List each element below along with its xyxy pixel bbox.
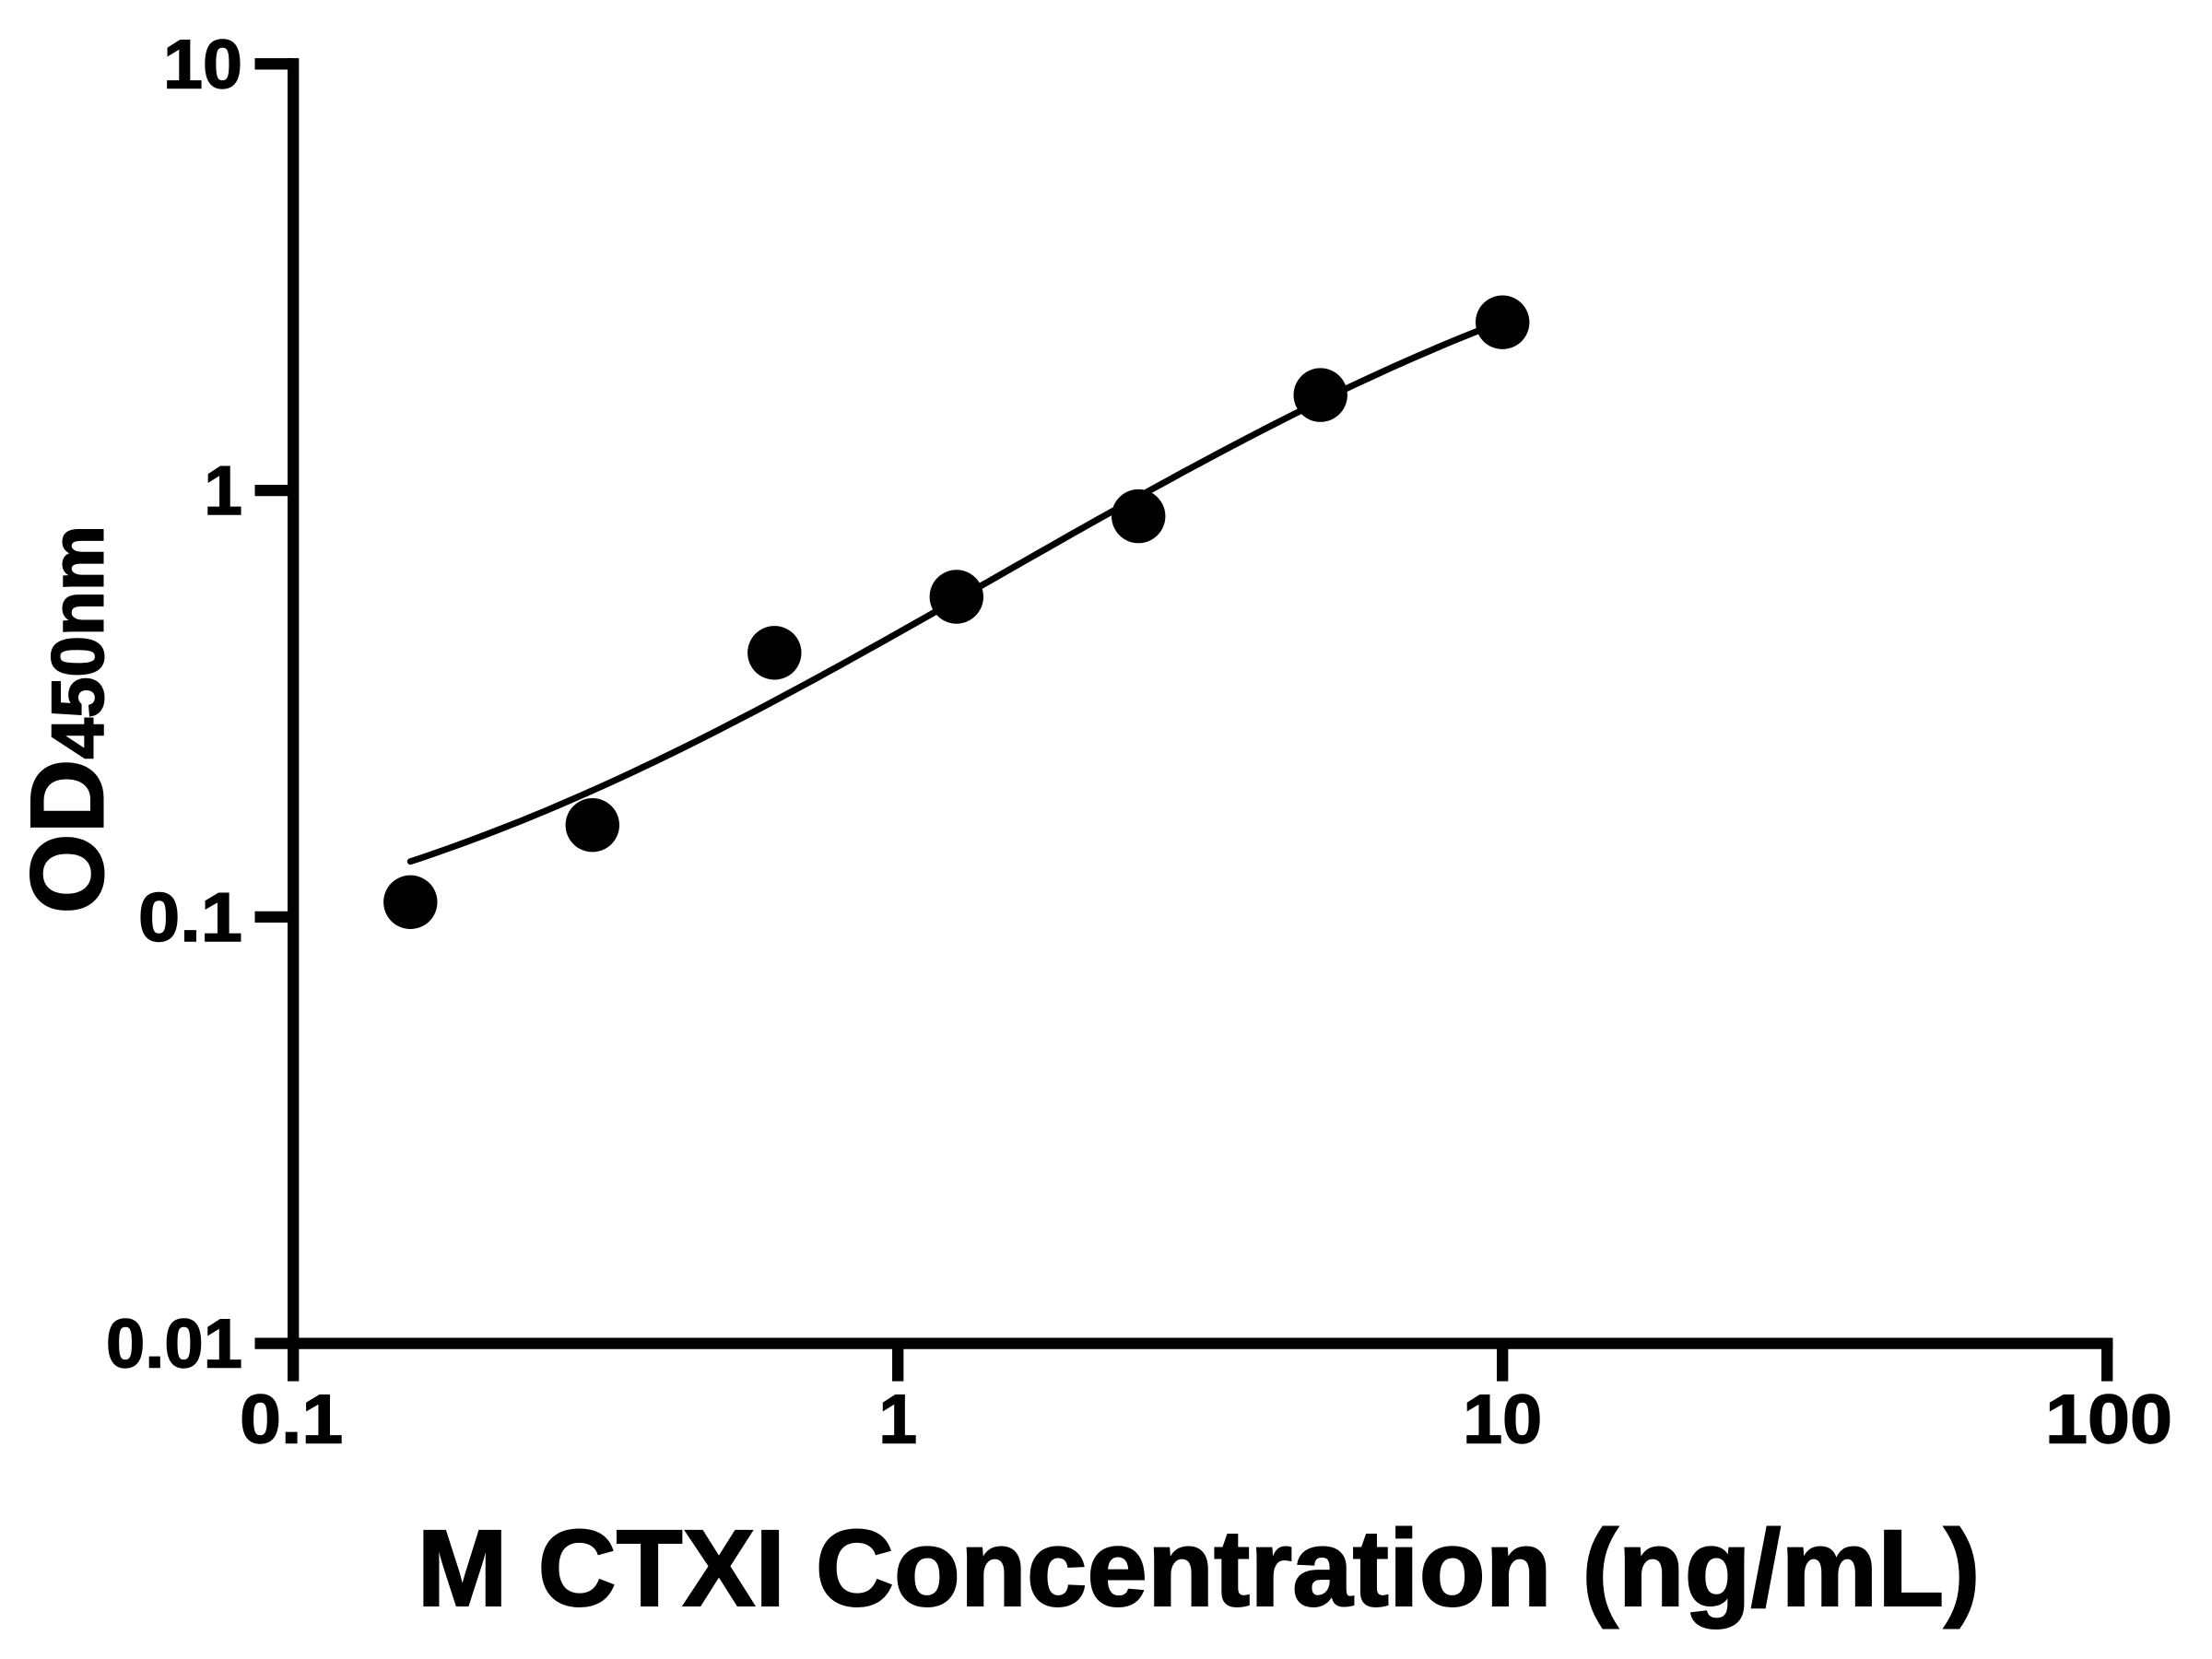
svg-text:10: 10 bbox=[163, 25, 242, 102]
svg-text:0.1: 0.1 bbox=[138, 878, 242, 956]
svg-text:0.1: 0.1 bbox=[240, 1381, 343, 1458]
svg-text:1: 1 bbox=[878, 1381, 917, 1458]
svg-text:100: 100 bbox=[2045, 1381, 2172, 1458]
svg-text:0.01: 0.01 bbox=[106, 1305, 242, 1382]
svg-text:M CTXI Concentration (ng/mL): M CTXI Concentration (ng/mL) bbox=[418, 1508, 1981, 1629]
svg-text:10: 10 bbox=[1463, 1381, 1542, 1458]
svg-text:1: 1 bbox=[204, 452, 242, 529]
